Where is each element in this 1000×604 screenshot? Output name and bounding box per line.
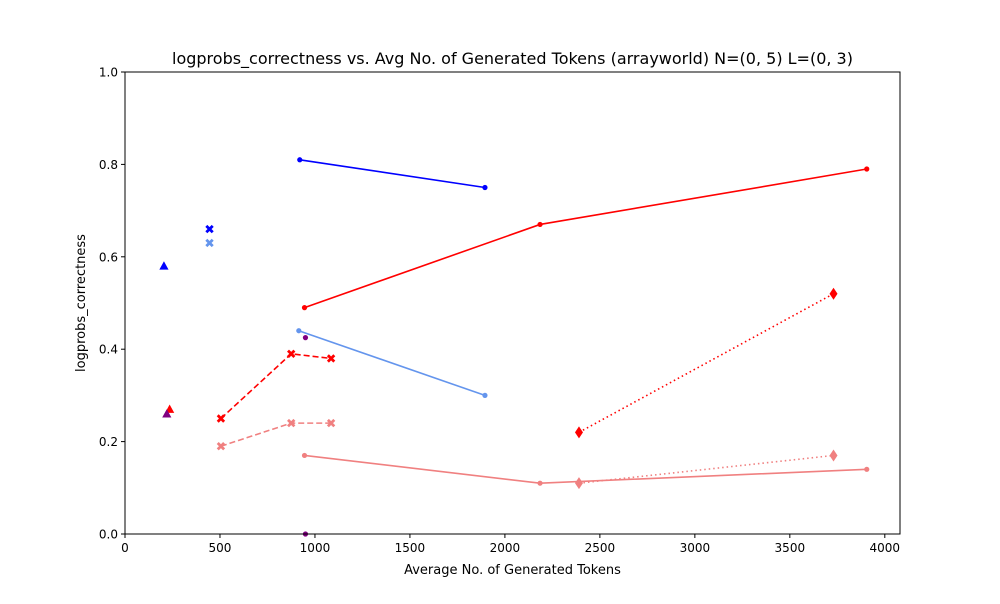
series-3-point-1 — [537, 480, 543, 486]
x-tick-label: 4000 — [870, 541, 901, 555]
y-tick-label: 1.0 — [99, 66, 118, 80]
series-1-point-2 — [864, 166, 870, 172]
series-5-point-2 — [326, 418, 336, 428]
series-7-point-0 — [574, 477, 583, 490]
series-10-point-0 — [159, 261, 169, 270]
series-13-point-0 — [302, 335, 309, 341]
x-tick-label: 2500 — [585, 541, 616, 555]
series-2-point-1 — [482, 392, 488, 398]
series-9-point-0 — [205, 238, 214, 248]
y-tick-label: 0.4 — [99, 343, 118, 357]
x-axis-label: Average No. of Generated Tokens — [404, 563, 621, 578]
x-tick-label: 3500 — [775, 541, 806, 555]
series-5-point-0 — [216, 442, 226, 451]
series-5-point-1 — [287, 418, 296, 428]
series-3-point-2 — [864, 466, 870, 472]
y-axis-label: logprobs_correctness — [74, 234, 89, 372]
series-12 — [162, 409, 172, 418]
y-tick-label: 0.0 — [99, 528, 118, 542]
x-tick-label: 2000 — [490, 541, 521, 555]
series-2-point-0 — [296, 328, 302, 334]
x-tick-label: 1500 — [395, 541, 426, 555]
series-0 — [297, 157, 488, 191]
series-3-point-0 — [301, 452, 308, 459]
y-tick-label: 0.6 — [99, 250, 118, 264]
plot-area — [159, 157, 870, 537]
y-tick-label: 0.2 — [99, 435, 118, 449]
series-4-point-0 — [216, 414, 226, 423]
axes-frame — [124, 71, 901, 535]
series-1-point-1 — [537, 221, 543, 228]
series-0-line — [299, 158, 486, 189]
series-4 — [216, 349, 336, 423]
series-12-point-0 — [162, 409, 172, 418]
series-4-point-2 — [326, 354, 336, 363]
series-1 — [301, 166, 870, 311]
series-2 — [296, 328, 488, 398]
series-5 — [216, 418, 336, 451]
y-tick-label: 0.8 — [99, 158, 118, 172]
series-9 — [205, 238, 214, 248]
x-tick-label: 1000 — [300, 541, 331, 555]
series-0-point-0 — [297, 157, 303, 163]
series-6 — [574, 287, 838, 439]
series-0-point-1 — [482, 184, 488, 191]
series-10 — [159, 261, 169, 270]
series-7 — [574, 449, 838, 490]
series-6-point-0 — [574, 426, 583, 439]
axes: 0 500 1000 1500 2000 2500 3000 3500 4000 0.0 0.2 0.… — [99, 66, 901, 555]
series-8 — [205, 224, 214, 234]
series-2-line — [298, 329, 486, 397]
series-3 — [301, 452, 870, 486]
x-tick-label: 500 — [209, 541, 232, 555]
series-4-point-1 — [287, 349, 296, 359]
chart-title: logprobs_correctness vs. Avg No. of Gene… — [172, 49, 853, 69]
series-6-line — [578, 293, 834, 434]
series-6-point-1 — [829, 287, 838, 300]
series-7-point-1 — [829, 449, 838, 462]
series-8-point-0 — [205, 224, 214, 234]
series-1-point-0 — [301, 305, 308, 311]
x-tick-label: 3000 — [680, 541, 711, 555]
x-tick-label: 0 — [121, 541, 129, 555]
